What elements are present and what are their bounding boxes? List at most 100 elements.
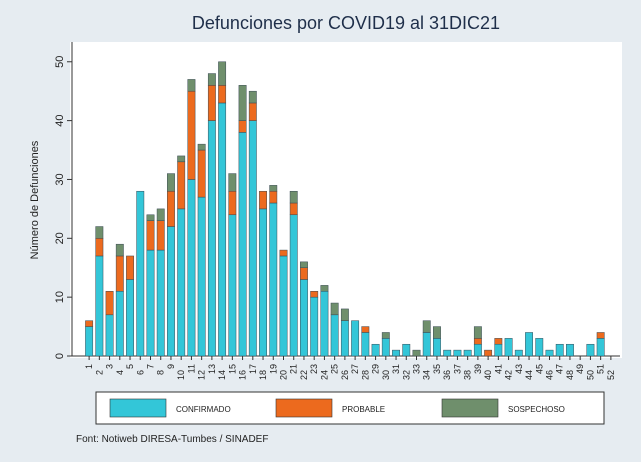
bar-segment [320, 291, 329, 357]
bar-segment [473, 343, 482, 357]
bar-segment [197, 143, 206, 151]
bar-segment [207, 73, 216, 86]
x-tick-label: 5 [125, 364, 135, 369]
x-tick-label: 30 [381, 370, 391, 380]
bar-segment [218, 61, 227, 86]
bar-segment [218, 85, 227, 104]
y-axis-label: Número de Defunciones [29, 140, 41, 259]
bar-segment [126, 255, 134, 280]
x-tick-label: 18 [258, 370, 268, 380]
x-tick-label: 8 [156, 370, 166, 375]
bar-segment [167, 190, 175, 227]
x-tick-label: 42 [504, 370, 514, 380]
y-tick-label: 40 [54, 114, 66, 126]
bar-segment [351, 320, 360, 357]
legend-swatch [275, 398, 333, 418]
y-tick-label: 10 [54, 291, 66, 303]
bar-segment [545, 349, 554, 357]
bar-segment [494, 338, 503, 345]
legend-label: CONFIRMADO [176, 405, 231, 414]
x-tick-label: 37 [452, 364, 462, 374]
bar-segment [95, 238, 104, 257]
bar-segment [361, 332, 370, 357]
bar-segment [340, 320, 349, 357]
bar-segment [126, 279, 134, 357]
x-tick-label: 46 [545, 370, 555, 380]
x-tick-label: 12 [197, 370, 207, 380]
x-tick-label: 22 [299, 370, 309, 380]
bar-segment [566, 343, 574, 357]
bar-segment [330, 302, 339, 316]
x-tick-label: 47 [555, 364, 565, 374]
bar-segment [167, 173, 175, 192]
bar-segment [85, 320, 94, 327]
y-tick-label: 50 [54, 56, 66, 68]
x-tick-label: 4 [115, 370, 125, 375]
bar-segment [320, 285, 329, 292]
bar-segment [115, 243, 124, 257]
bar-segment [412, 349, 421, 357]
x-tick-label: 26 [340, 370, 350, 380]
bar-segment [504, 338, 513, 357]
bar-segment [381, 332, 390, 339]
x-tick-label: 24 [319, 370, 329, 380]
bar-segment [85, 326, 94, 357]
bar-segment [269, 185, 278, 192]
x-tick-label: 41 [493, 364, 503, 374]
bar-segment [238, 85, 247, 121]
bar-segment [279, 249, 288, 257]
x-tick-label: 48 [565, 370, 575, 380]
bar-segment [156, 249, 165, 357]
y-tick-label: 20 [54, 232, 66, 244]
bar-segment [197, 196, 206, 357]
bar-segment [177, 155, 186, 163]
bar-segment [248, 120, 257, 357]
bar-segment [514, 349, 523, 357]
x-tick-label: 25 [330, 364, 340, 374]
x-tick-label: 14 [217, 370, 227, 380]
x-tick-label: 17 [248, 364, 258, 374]
x-tick-label: 36 [442, 370, 452, 380]
bar-segment [105, 314, 114, 357]
x-tick-label: 3 [105, 364, 115, 369]
bar-segment [187, 79, 196, 92]
bar-segment [228, 190, 237, 216]
x-tick-label: 52 [606, 370, 616, 380]
bar-segment [300, 267, 308, 280]
bar-segment [289, 202, 298, 216]
legend-swatch [109, 398, 167, 418]
bar-segment [156, 220, 165, 251]
bar-segment [259, 190, 267, 210]
source-note: Font: Notiweb DIRESA-Tumbes / SINADEF [76, 434, 268, 445]
bar-segment [197, 149, 206, 198]
bar-segment [422, 320, 431, 333]
bar-segment [330, 314, 339, 357]
bar-segment [289, 214, 298, 357]
x-tick-label: 21 [289, 364, 299, 374]
bar-segment [361, 326, 370, 333]
bar-segment [443, 349, 452, 357]
legend-label: SOSPECHOSO [508, 405, 565, 414]
x-tick-label: 50 [585, 370, 595, 380]
bar-segment [555, 343, 564, 357]
bar-segment [525, 332, 533, 357]
bar-segment [228, 214, 237, 357]
x-tick-label: 28 [360, 370, 370, 380]
bar-segment [156, 208, 165, 221]
bar-segment [146, 249, 155, 357]
bar-segment [463, 349, 472, 357]
x-tick-label: 33 [412, 364, 422, 374]
legend [95, 391, 605, 425]
x-tick-label: 43 [514, 364, 524, 374]
bar-segment [248, 90, 257, 104]
bar-segment [269, 202, 278, 357]
bar-segment [177, 161, 186, 210]
bar-segment [473, 326, 482, 339]
bar-segment [473, 338, 482, 345]
x-tick-label: 34 [422, 370, 432, 380]
y-tick-label: 30 [54, 173, 66, 185]
x-tick-label: 23 [309, 364, 319, 374]
x-tick-label: 7 [146, 364, 156, 369]
bar-segment [484, 349, 493, 357]
